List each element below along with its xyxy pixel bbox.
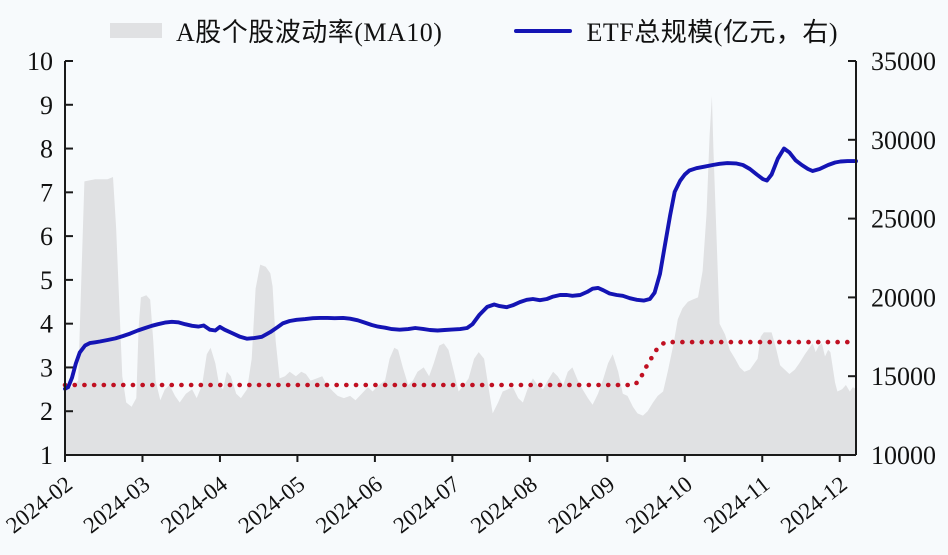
left-axis-tick-label: 3 <box>40 353 53 382</box>
right-axis-tick-label: 20000 <box>871 283 936 312</box>
right-axis-tick-label: 25000 <box>871 205 936 234</box>
left-axis-tick-label: 9 <box>40 91 53 120</box>
x-axis-tick-label: 2024-07 <box>389 471 465 538</box>
x-axis-tick-label: 2024-04 <box>156 471 232 538</box>
left-axis-tick-label: 4 <box>40 310 53 339</box>
x-axis-tick-label: 2024-09 <box>544 471 620 538</box>
legend-item-volatility: A股个股波动率(MA10) <box>109 12 443 49</box>
left-axis-tick-label: 10 <box>27 47 53 76</box>
right-axis-tick-label: 30000 <box>871 126 936 155</box>
x-axis-tick-label: 2024-08 <box>466 471 542 538</box>
x-axis-tick-label: 2024-10 <box>621 471 697 538</box>
legend-label-volatility: A股个股波动率(MA10) <box>175 18 443 47</box>
legend-label-etf: ETF总规模(亿元，右) <box>586 18 839 47</box>
left-axis-tick-label: 8 <box>40 135 53 164</box>
left-axis-tick-label: 5 <box>40 266 53 295</box>
right-axis-tick-label: 10000 <box>871 441 936 470</box>
legend-line-swatch <box>514 28 573 33</box>
legend-item-etf: ETF总规模(亿元，右) <box>514 12 838 49</box>
volatility-area-series <box>65 96 856 455</box>
left-axis-tick-label: 6 <box>40 222 53 251</box>
right-axis-tick-label: 15000 <box>871 362 936 391</box>
left-axis-tick-label: 2 <box>40 397 53 426</box>
red-dotted-reference-series <box>62 339 859 388</box>
left-axis-tick-label: 7 <box>40 178 53 207</box>
right-axis-tick-label: 35000 <box>871 47 936 76</box>
x-axis-tick-label: 2024-03 <box>79 471 155 538</box>
x-axis-tick-label: 2024-06 <box>311 471 387 538</box>
left-axis-tick-label: 1 <box>40 441 53 470</box>
etf-line-series <box>63 146 858 391</box>
x-axis-tick-label: 2024-02 <box>1 471 77 538</box>
legend-area-swatch <box>109 23 162 38</box>
x-axis-tick-label: 2024-05 <box>234 471 310 538</box>
x-axis-tick-label: 2024-12 <box>776 471 852 538</box>
chart-legend: A股个股波动率(MA10) ETF总规模(亿元，右) <box>0 12 948 49</box>
x-axis-tick-label: 2024-11 <box>699 471 774 537</box>
